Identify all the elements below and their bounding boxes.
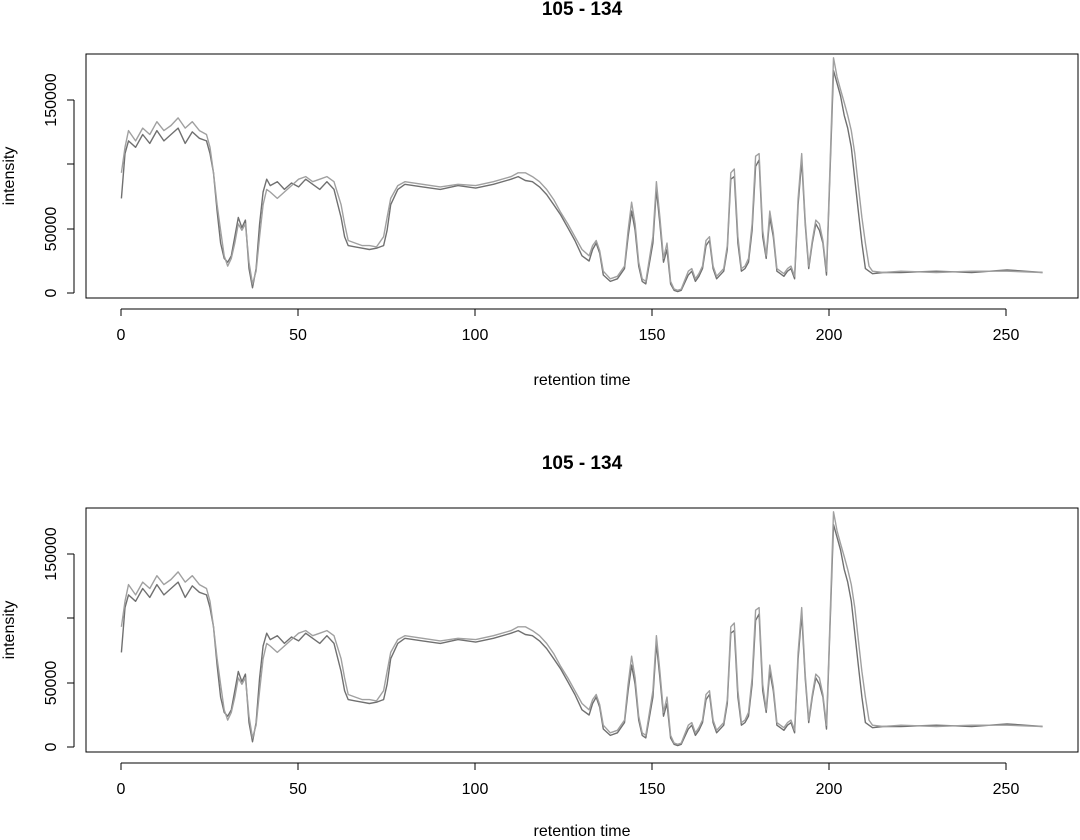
y-axis-label: intensity bbox=[1, 601, 18, 660]
x-tick-label: 200 bbox=[816, 327, 843, 344]
x-axis-label: retention time bbox=[534, 372, 631, 389]
plot-frame bbox=[85, 507, 1079, 753]
x-tick-label: 50 bbox=[289, 781, 307, 798]
y-tick-label: 0 bbox=[43, 742, 60, 751]
chart-panel-2: 105 - 134 0 50 100 150 200 250 retention… bbox=[1, 453, 1079, 840]
y-tick-label: 150000 bbox=[43, 527, 60, 580]
y-axis-label: intensity bbox=[1, 147, 18, 206]
series-line bbox=[120, 57, 1043, 291]
x-axis-label: retention time bbox=[534, 823, 631, 840]
x-tick-label: 150 bbox=[639, 327, 666, 344]
y-tick-label: 150000 bbox=[43, 73, 60, 126]
series-line bbox=[120, 523, 1043, 747]
x-tick-label: 100 bbox=[462, 327, 489, 344]
x-tick-label: 250 bbox=[993, 327, 1020, 344]
chart-panel-1: 105 - 134 0 50 100 150 200 250 retention… bbox=[1, 0, 1079, 389]
x-tick-label: 200 bbox=[816, 781, 843, 798]
x-tick-label: 50 bbox=[289, 327, 307, 344]
series-line bbox=[120, 511, 1043, 745]
x-tick-label: 100 bbox=[462, 781, 489, 798]
plot-frame bbox=[85, 53, 1079, 299]
x-tick-label: 250 bbox=[993, 781, 1020, 798]
series-line bbox=[120, 69, 1043, 293]
x-tick-label: 0 bbox=[117, 781, 126, 798]
series-layer bbox=[120, 57, 1043, 293]
series-layer bbox=[120, 511, 1043, 747]
x-tick-label: 0 bbox=[117, 327, 126, 344]
y-tick-label: 0 bbox=[43, 288, 60, 297]
chart-title: 105 - 134 bbox=[542, 453, 623, 474]
chart-title: 105 - 134 bbox=[542, 0, 623, 20]
x-tick-label: 150 bbox=[639, 781, 666, 798]
y-tick-label: 50000 bbox=[43, 661, 60, 706]
y-tick-label: 50000 bbox=[43, 207, 60, 252]
